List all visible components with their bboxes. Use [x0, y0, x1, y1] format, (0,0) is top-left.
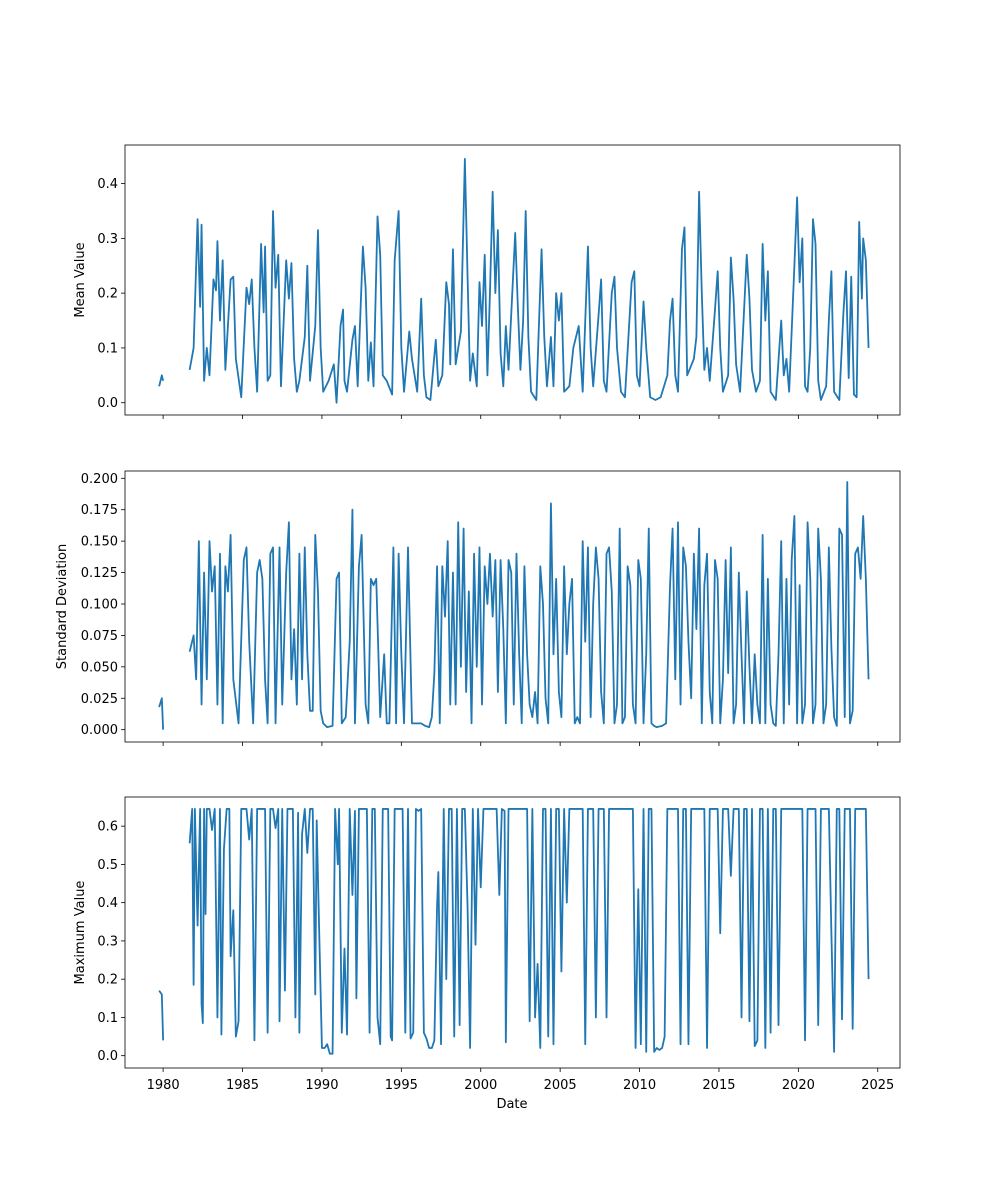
- x-tick-label: 1985: [226, 1078, 259, 1093]
- subplots: 0.0 0.1 0.2 0.3 0.4 Mean Value 0.000 0.025 0.050…: [55, 144, 901, 1093]
- x-tick-label: 1980: [147, 1078, 180, 1093]
- y-tick-label: 0.0: [97, 1049, 118, 1064]
- y-tick-label: 0.6: [97, 820, 118, 835]
- y-tick-label: 0.150: [81, 535, 118, 550]
- series-line-1-1: [158, 158, 870, 404]
- y-tick-label: 0.200: [81, 472, 118, 487]
- y-tick-label: 0.175: [81, 503, 118, 518]
- y-tick-label: 0.5: [97, 858, 118, 873]
- x-tick-label: 2025: [861, 1078, 894, 1093]
- x-tick-label: 2020: [782, 1078, 815, 1093]
- subplot-3: 0.0 0.1 0.2 0.3 0.4 0.5 0.6 1980 1985 1990 1995 200…: [73, 796, 901, 1093]
- x-tick-label: 2000: [464, 1078, 497, 1093]
- x-tick-label: 2010: [623, 1078, 656, 1093]
- y-tick-label: 0.3: [97, 934, 118, 949]
- x-tick-label: 1990: [305, 1078, 338, 1093]
- y-tick-label: 0.1: [97, 1011, 118, 1026]
- subplot-2: 0.000 0.025 0.050 0.075 0.100 0.125 0.150 0.175…: [55, 470, 901, 746]
- y-tick-label: 0.125: [81, 566, 118, 581]
- x-tick-label: 2015: [702, 1078, 735, 1093]
- y-tick-label: 0.4: [97, 177, 118, 192]
- y-tick-label: 0.2: [97, 973, 118, 988]
- y-tick-label: 0.4: [97, 896, 118, 911]
- series-line-3-1: [158, 808, 870, 1055]
- series-line-2-1: [158, 481, 870, 730]
- y-tick-label: 0.050: [81, 660, 118, 675]
- y-axis-label: Maximum Value: [73, 881, 88, 985]
- y-axis-label: Standard Deviation: [55, 544, 70, 669]
- y-tick-label: 0.025: [81, 692, 118, 707]
- axes-frame: [124, 144, 901, 416]
- y-tick-label: 0.1: [97, 341, 118, 356]
- axes-frame: [124, 796, 901, 1069]
- y-tick-label: 0.3: [97, 232, 118, 247]
- y-tick-label: 0.2: [97, 287, 118, 302]
- axes-frame: [124, 470, 901, 743]
- x-tick-label: 1995: [385, 1078, 418, 1093]
- y-tick-label: 0.100: [81, 597, 118, 612]
- x-tick-label: 2005: [544, 1078, 577, 1093]
- subplot-1: 0.0 0.1 0.2 0.3 0.4 Mean Value: [73, 144, 901, 419]
- y-axis-label: Mean Value: [73, 242, 88, 317]
- y-tick-label: 0.0: [97, 396, 118, 411]
- y-tick-label: 0.000: [81, 723, 118, 738]
- y-tick-label: 0.075: [81, 629, 118, 644]
- x-axis-label-date: Date: [496, 1097, 527, 1112]
